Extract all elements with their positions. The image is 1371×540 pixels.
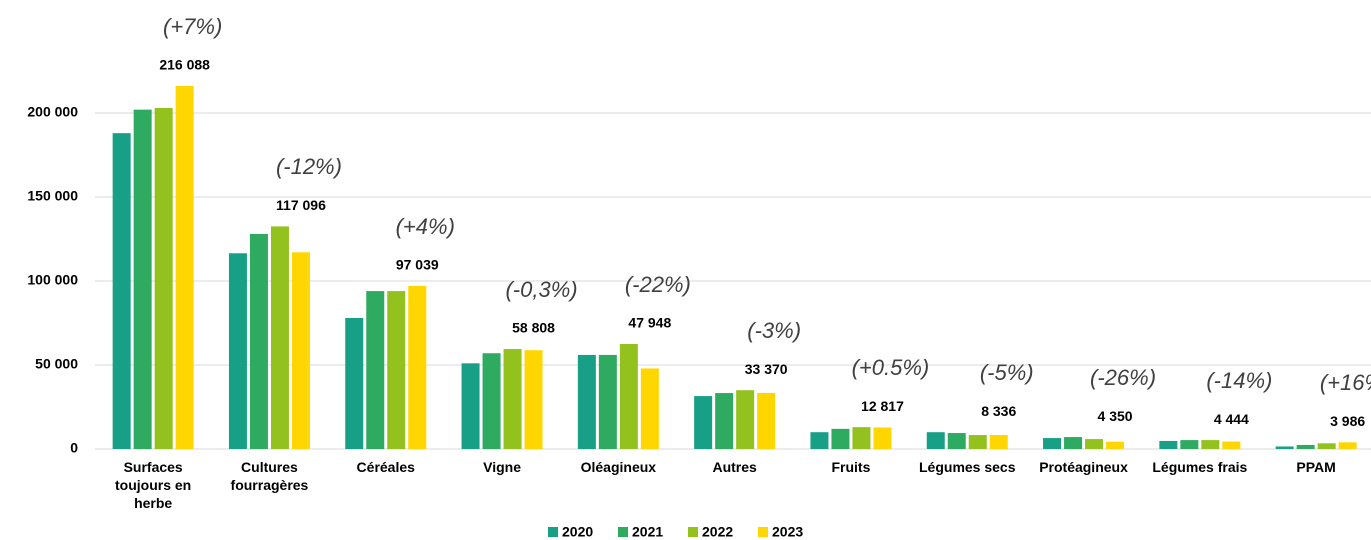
annotation: (-3%): [747, 318, 801, 343]
bar: [1043, 438, 1062, 449]
annotation: (-22%): [625, 272, 691, 297]
value-label: 4 444: [1214, 411, 1249, 427]
x-tick-label: Cultures fourragères: [230, 459, 309, 493]
bar: [947, 433, 966, 449]
bar: [989, 434, 1008, 449]
bar: [736, 390, 755, 449]
bar: [503, 349, 522, 449]
bar: [249, 233, 268, 449]
bar: [1317, 443, 1336, 449]
bar: [640, 368, 659, 449]
annotation: (-14%): [1206, 368, 1272, 393]
x-tick-label: Surfaces toujours en herbe: [115, 459, 192, 511]
legend-swatch: [758, 527, 768, 537]
bar: [270, 226, 289, 449]
bar: [757, 392, 776, 449]
x-tick-label: Protéagineux: [1039, 459, 1128, 475]
value-label: 216 088: [159, 57, 210, 73]
bar: [175, 85, 194, 449]
value-label: 12 817: [861, 398, 904, 414]
bar: [1106, 441, 1125, 449]
bar: [461, 363, 480, 449]
bar: [366, 291, 385, 449]
annotation: (+4%): [396, 214, 455, 239]
bar: [482, 353, 501, 449]
bar: [408, 285, 427, 449]
x-tick-label: PPAM: [1296, 459, 1336, 475]
bar: [1275, 446, 1294, 449]
legend-label: 2022: [702, 524, 733, 540]
bar: [926, 432, 945, 449]
value-label: 97 039: [396, 257, 439, 273]
annotation: (+7%): [163, 14, 222, 39]
annotation: (+0.5%): [852, 355, 930, 380]
value-label: 117 096: [276, 197, 326, 213]
legend-swatch: [618, 527, 628, 537]
annotation: (-5%): [980, 360, 1034, 385]
bar: [345, 317, 364, 449]
x-tick-label: Céréales: [356, 459, 415, 475]
bar: [1338, 442, 1357, 449]
bar: [1159, 440, 1178, 449]
annotation: (-26%): [1090, 365, 1156, 390]
x-tick-label: Autres: [712, 459, 757, 475]
bar: [112, 133, 131, 449]
bar: [598, 354, 617, 449]
legend-swatch: [548, 527, 558, 537]
bar: [852, 427, 871, 449]
bar: [228, 253, 247, 449]
bar: [1296, 444, 1315, 449]
value-label: 58 808: [512, 320, 555, 336]
legend-label: 2020: [562, 524, 593, 540]
x-tick-label: Fruits: [831, 459, 871, 475]
value-label: 8 336: [981, 403, 1016, 419]
bar: [810, 432, 829, 449]
legend-label: 2023: [772, 524, 803, 540]
y-tick-label: 50 000: [35, 356, 78, 372]
bar: [291, 252, 310, 449]
x-tick-label: Légumes secs: [919, 459, 1016, 475]
bar: [715, 393, 734, 449]
annotation: (-12%): [276, 154, 342, 179]
value-label: 47 948: [628, 315, 671, 331]
annotation: (+16%): [1320, 370, 1371, 395]
legend-label: 2021: [632, 524, 663, 540]
value-label: 4 350: [1098, 408, 1133, 424]
bar: [831, 428, 850, 449]
legend-swatch: [688, 527, 698, 537]
bar: [968, 435, 987, 449]
bar: [1201, 440, 1220, 449]
value-label: 3 986: [1330, 413, 1365, 429]
bar: [577, 354, 596, 449]
value-label: 33 370: [745, 361, 788, 377]
bar: [1222, 441, 1241, 449]
bar: [1064, 437, 1083, 449]
y-tick-label: 150 000: [27, 188, 78, 204]
bar: [873, 427, 892, 449]
bar: [619, 344, 638, 449]
x-tick-label: Vigne: [483, 459, 521, 475]
bar: [524, 350, 543, 449]
bar: [154, 107, 173, 450]
annotation: (-0,3%): [505, 277, 577, 302]
x-tick-label: Légumes frais: [1152, 459, 1248, 475]
y-tick-label: 100 000: [27, 272, 78, 288]
y-tick-label: 0: [70, 440, 78, 456]
bar: [1085, 439, 1104, 449]
bar: [694, 396, 713, 449]
bar: [133, 109, 152, 449]
y-tick-label: 200 000: [27, 104, 78, 120]
bar: [387, 291, 406, 449]
bar: [1180, 440, 1199, 449]
x-tick-label: Oléagineux: [580, 459, 657, 475]
